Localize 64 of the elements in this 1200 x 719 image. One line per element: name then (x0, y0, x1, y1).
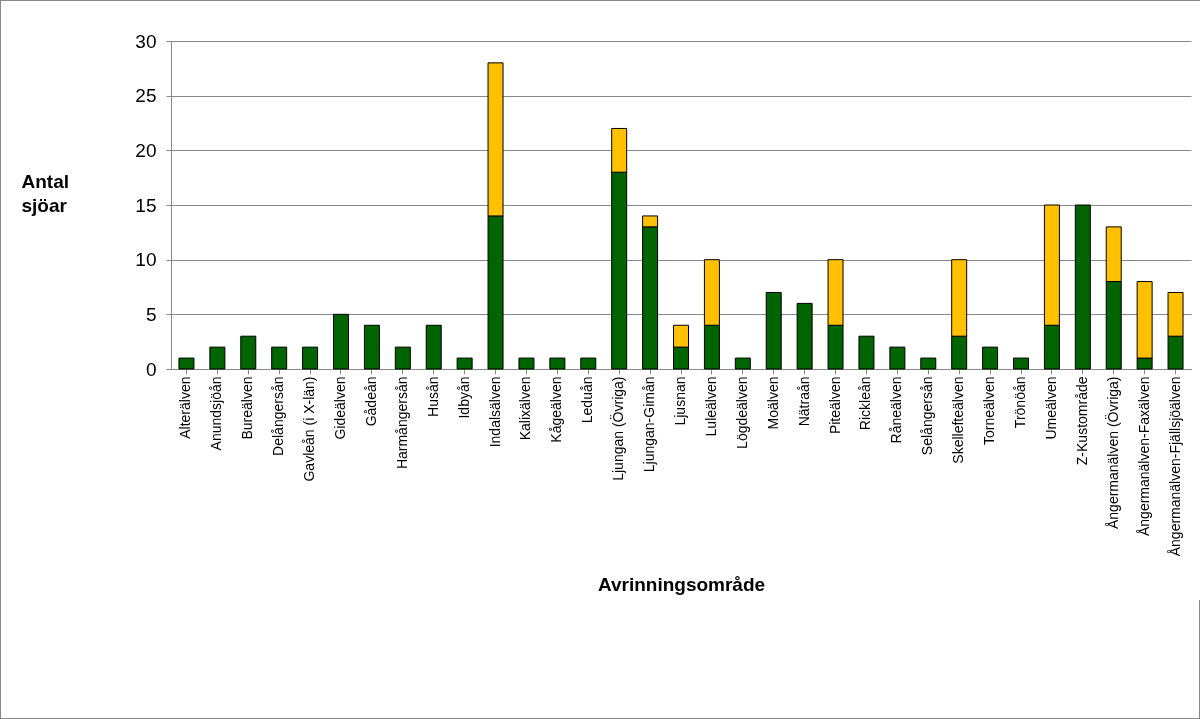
y-tick-label: 20 (135, 139, 157, 161)
y-tick-label: 25 (135, 85, 157, 107)
x-tick-label: Anundsjöån (208, 376, 225, 451)
bar (580, 357, 597, 370)
x-tick-label: Råneälven (888, 376, 905, 444)
bar (982, 346, 999, 370)
y-tick-label: 30 (135, 30, 157, 52)
bar (209, 346, 226, 370)
bar (425, 324, 442, 370)
x-tick-label: Indalsälven (486, 376, 503, 448)
bar (240, 335, 257, 370)
x-tick-label: Lögdeälven (733, 376, 750, 449)
x-tick-label: Piteälven (826, 376, 843, 435)
x-tick-label: Idbyån (455, 376, 472, 419)
x-tick-label: Delångersån (270, 376, 287, 456)
x-tick-label: Z-Kustområde (1073, 376, 1090, 466)
x-tick-label: Harmångersån (393, 376, 410, 470)
bar (920, 357, 937, 370)
bar (456, 357, 473, 370)
x-tick-label: Ångermanälven-Faxälven (1135, 376, 1152, 537)
x-tick-label: Rickleån (857, 376, 874, 431)
x-tick-label: Gideälven (332, 376, 348, 440)
bar (734, 357, 751, 370)
x-tick-label: Leduån (579, 376, 596, 424)
x-tick-label: Ångermanälven-Fjällsjöälven (1166, 376, 1183, 557)
bar (271, 346, 288, 370)
bar (765, 291, 782, 370)
x-axis-title: Avrinningsområde (597, 574, 766, 596)
x-tick-label: Umeälven (1042, 376, 1059, 440)
x-tick-label: Bureälven (239, 376, 256, 440)
x-tick-label: Moälven (764, 376, 781, 430)
bar (549, 357, 566, 370)
x-tick-label: Selångersån (919, 376, 936, 456)
x-tick-label: Luleälven (702, 376, 719, 437)
y-tick-label: 0 (145, 358, 157, 380)
x-tick-label: Alterälven (177, 376, 194, 439)
x-tick-label: Ångermanälven (Övriga) (1103, 376, 1121, 530)
bar (889, 346, 906, 370)
bar (796, 302, 813, 370)
bar (858, 335, 875, 370)
x-tick-label: Skellefteälven (950, 376, 967, 464)
bar (178, 357, 195, 370)
bar (1013, 357, 1029, 370)
y-tick-label: 10 (135, 249, 157, 271)
y-tick-label: 15 (135, 194, 157, 216)
x-tick-label: Gavleån (i X-län) (301, 376, 318, 482)
x-tick-label: Trönöån (1012, 376, 1028, 429)
x-tick-label: Gådeån (362, 376, 379, 427)
x-tick-label: Husån (424, 376, 441, 417)
x-tick-label: Ljusnan (672, 376, 688, 426)
x-tick-label: Ljungan-Gimån (641, 376, 658, 473)
bar (518, 357, 535, 370)
x-tick-label: Torneälven (981, 376, 998, 445)
x-tick-label: Nätraån (795, 376, 812, 427)
y-tick-label: 5 (145, 303, 157, 325)
bar (394, 346, 411, 370)
x-tick-label: Kågeälven (548, 376, 565, 443)
x-tick-label: Ljungan (Övriga) (609, 376, 627, 481)
y-axis-title: Antal sjöar (21, 170, 69, 216)
bar (363, 324, 380, 370)
bar (333, 313, 349, 370)
x-tick-label: Kalixälven (517, 376, 534, 441)
bar (1074, 204, 1091, 370)
bar (302, 346, 319, 370)
